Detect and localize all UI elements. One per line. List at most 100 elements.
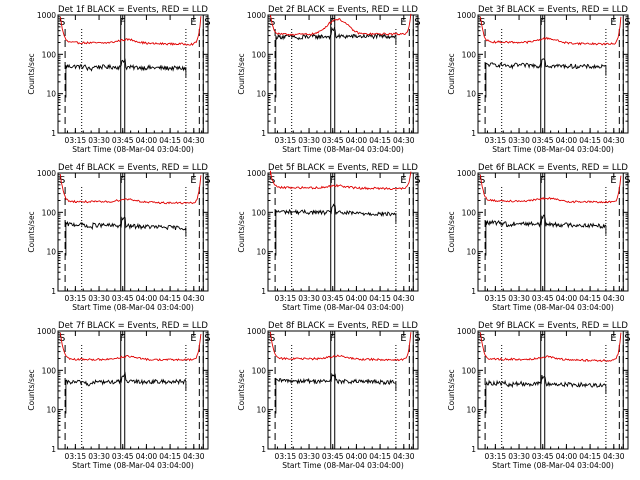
x-tick-label: 04:15 (579, 136, 601, 145)
s-marker-label: S (414, 175, 420, 186)
s-marker-label: S (414, 333, 420, 344)
e-marker-label: E (610, 17, 616, 28)
y-tick-label: 100 (252, 366, 267, 375)
x-tick-label: 04:00 (346, 294, 368, 303)
y-axis-label: Counts/sec (447, 211, 456, 252)
x-tick-label: 04:15 (579, 452, 601, 461)
events-series-line (485, 214, 607, 256)
chart-title: Det 1f BLACK = Events, RED = LLD (58, 5, 208, 15)
x-tick-label: 03:15 (65, 452, 87, 461)
x-tick-label: 03:30 (508, 452, 530, 461)
chart-panel-1: Det 1f BLACK = Events, RED = LLD 1 10 100 10… (27, 5, 211, 154)
y-tick-label: 1 (261, 445, 266, 454)
x-tick-label: 03:30 (508, 136, 530, 145)
x-tick-label: 03:15 (65, 136, 87, 145)
x-tick-label: 04:30 (603, 136, 625, 145)
y-tick-label: 10 (256, 90, 266, 99)
lld-series-line (59, 332, 202, 362)
x-tick-label: 04:00 (346, 136, 368, 145)
x-tick-label: 04:00 (556, 136, 578, 145)
x-axis-label: Start Time (08-Mar-04 03:04:00) (72, 303, 194, 312)
chart-panel-5: Det 5f BLACK = Events, RED = LLD 1 10 100 10… (237, 163, 421, 312)
x-tick-label: 04:30 (393, 294, 415, 303)
x-axis-label: Start Time (08-Mar-04 03:04:00) (72, 461, 194, 470)
f-marker-label: F (540, 17, 546, 28)
lld-series-line (59, 16, 202, 46)
x-axis-label: Start Time (08-Mar-04 03:04:00) (492, 303, 614, 312)
x-axis-label: Start Time (08-Mar-04 03:04:00) (282, 145, 404, 154)
y-tick-label: 100 (462, 208, 477, 217)
x-tick-label: 03:45 (532, 136, 554, 145)
y-tick-label: 10 (46, 248, 56, 257)
events-series-line (275, 26, 397, 98)
e-marker-label: E (400, 17, 406, 28)
y-tick-label: 100 (42, 366, 57, 375)
chart-panel-6: Det 6f BLACK = Events, RED = LLD 1 10 100 10… (447, 163, 631, 312)
y-tick-label: 1 (261, 287, 266, 296)
y-tick-label: 1000 (457, 169, 476, 178)
x-tick-label: 04:30 (603, 452, 625, 461)
x-tick-label: 04:30 (603, 294, 625, 303)
x-tick-label: 04:00 (556, 452, 578, 461)
x-tick-label: 04:00 (136, 452, 158, 461)
y-tick-label: 10 (256, 406, 266, 415)
x-tick-label: 03:45 (112, 136, 134, 145)
e-marker-label: E (190, 333, 196, 344)
x-tick-label: 04:30 (183, 136, 205, 145)
x-tick-label: 04:15 (159, 136, 181, 145)
s-marker-label: S (204, 175, 210, 186)
y-axis-label: Counts/sec (27, 369, 36, 410)
y-tick-label: 100 (252, 50, 267, 59)
y-axis-label: Counts/sec (447, 369, 456, 410)
chart-title: Det 3f BLACK = Events, RED = LLD (478, 5, 628, 15)
y-tick-label: 1 (471, 129, 476, 138)
x-tick-label: 04:00 (556, 294, 578, 303)
x-axis-label: Start Time (08-Mar-04 03:04:00) (282, 303, 404, 312)
chart-panel-2: Det 2f BLACK = Events, RED = LLD 1 10 100 10… (237, 5, 421, 154)
x-tick-label: 03:30 (298, 452, 320, 461)
chart-title: Det 6f BLACK = Events, RED = LLD (478, 163, 628, 173)
x-tick-label: 03:30 (298, 136, 320, 145)
y-tick-label: 100 (462, 366, 477, 375)
y-tick-label: 10 (466, 248, 476, 257)
x-tick-label: 03:15 (275, 294, 297, 303)
chart-title: Det 8f BLACK = Events, RED = LLD (268, 321, 418, 331)
y-tick-label: 10 (466, 90, 476, 99)
x-tick-label: 04:15 (159, 452, 181, 461)
y-tick-label: 1000 (457, 11, 476, 20)
chart-title: Det 4f BLACK = Events, RED = LLD (58, 163, 208, 173)
e-marker-label: E (400, 333, 406, 344)
chart-panel-9: Det 9f BLACK = Events, RED = LLD 1 10 100 10… (447, 321, 631, 470)
chart-title: Det 2f BLACK = Events, RED = LLD (268, 5, 418, 15)
x-tick-label: 03:30 (88, 452, 110, 461)
lld-series-line (59, 174, 202, 205)
s-marker-label: S (59, 333, 65, 344)
y-tick-label: 1 (51, 129, 56, 138)
events-series-line (485, 374, 607, 414)
y-axis-label: Counts/sec (447, 53, 456, 94)
lld-series-line (479, 332, 622, 363)
y-axis-label: Counts/sec (27, 211, 36, 252)
chart-panel-7: Det 7f BLACK = Events, RED = LLD 1 10 100 10… (27, 321, 211, 470)
e-marker-label: E (610, 333, 616, 344)
x-tick-label: 03:30 (298, 294, 320, 303)
x-tick-label: 04:30 (393, 136, 415, 145)
lld-series-line (479, 174, 622, 204)
x-tick-label: 04:00 (346, 452, 368, 461)
y-tick-label: 1000 (457, 327, 476, 336)
y-tick-label: 1 (51, 445, 56, 454)
y-tick-label: 10 (256, 248, 266, 257)
events-series-line (65, 216, 187, 256)
f-marker-label: F (120, 175, 126, 186)
x-tick-label: 04:00 (136, 294, 158, 303)
chart-title: Det 9f BLACK = Events, RED = LLD (478, 321, 628, 331)
x-tick-label: 03:15 (485, 294, 507, 303)
x-tick-label: 04:00 (136, 136, 158, 145)
lld-series-line (269, 170, 412, 191)
lld-series-line (269, 331, 412, 362)
chart-panel-8: Det 8f BLACK = Events, RED = LLD 1 10 100 10… (237, 321, 421, 470)
x-tick-label: 03:15 (275, 452, 297, 461)
f-marker-label: F (120, 17, 126, 28)
y-tick-label: 10 (46, 406, 56, 415)
